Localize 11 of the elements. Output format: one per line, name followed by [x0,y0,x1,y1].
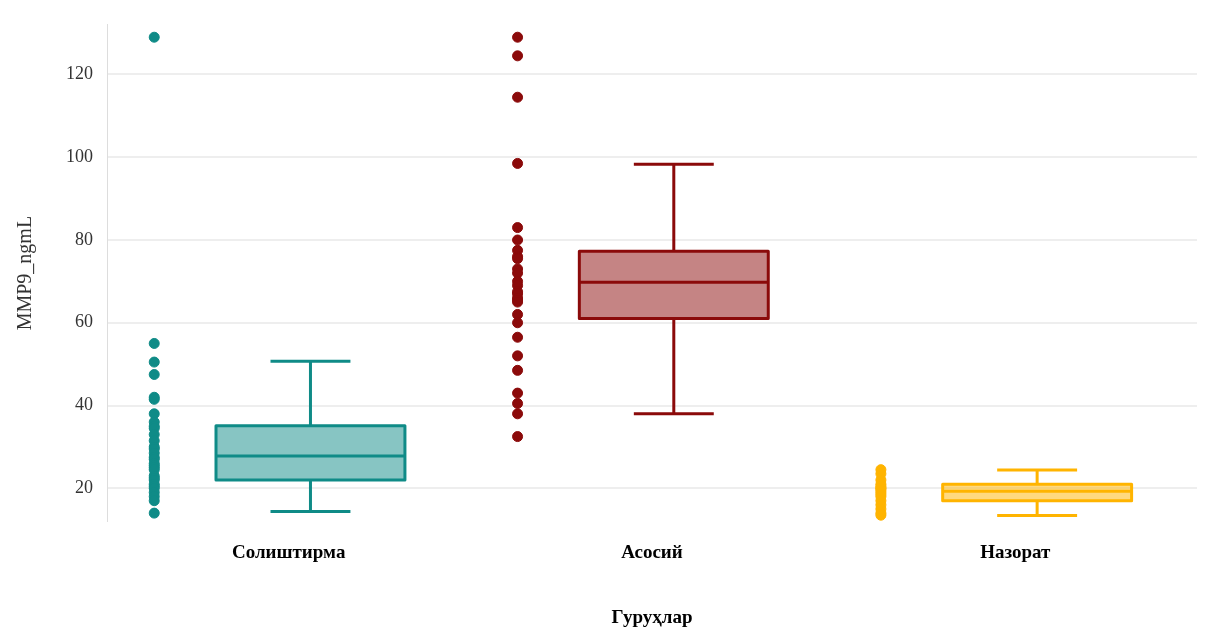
y-tick-label: 80 [75,228,93,249]
y-tick-label: 60 [75,311,93,332]
x-tick-label: Солиштирма [231,540,346,562]
y-tick-label: 100 [66,145,93,166]
x-tick-label: Назорат [980,540,1052,562]
y-tick-label: 120 [66,63,93,84]
y-tick-label: 40 [75,394,93,415]
x-axis-title: Гуруҳлар [611,605,693,627]
x-tick-label: Асосий [621,540,683,562]
y-tick-label: 20 [75,477,93,498]
y-axis-title: MMP9_ngmL [13,215,37,331]
